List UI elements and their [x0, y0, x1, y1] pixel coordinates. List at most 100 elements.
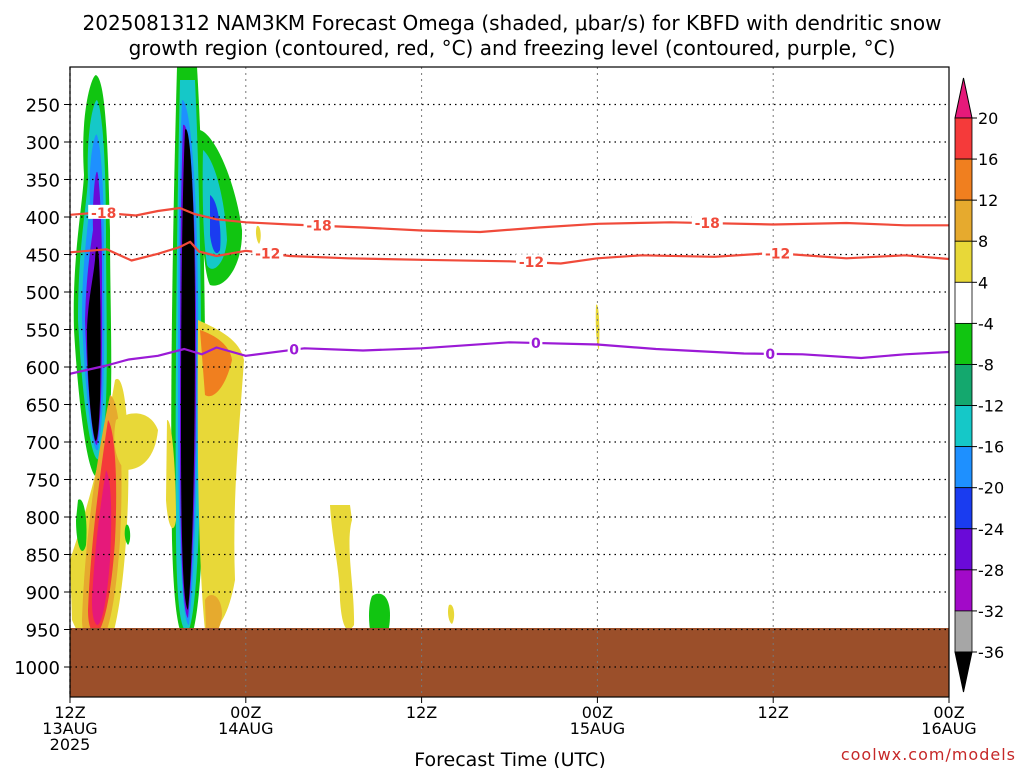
ground-surface	[70, 628, 949, 697]
y-tick-label: 1000	[14, 658, 60, 679]
omega-pos-yellow-small	[255, 225, 261, 244]
y-tick-label: 600	[26, 358, 60, 379]
contour-label: 0	[765, 347, 775, 363]
omega-pos-yellow-dot	[448, 604, 455, 624]
omega-pos-yellow-col1	[166, 419, 176, 529]
y-tick-label: 250	[26, 96, 60, 117]
x-tick-label1: 12Z	[54, 703, 85, 722]
pressure-axis: 250 300 350 400 450 500 550 600 650 700 750 800 850 9…	[14, 96, 70, 679]
omega-pos-pink-left	[92, 470, 112, 625]
omega-neg-green-dot	[124, 524, 131, 545]
colorbar-swatch	[954, 158, 973, 201]
colorbar-label: -28	[978, 561, 1004, 580]
colorbar-label: -4	[978, 314, 994, 333]
contour-label-bg	[287, 341, 301, 356]
y-tick-label: 950	[26, 621, 60, 642]
x-axis-label: Forecast Time (UTC)	[414, 749, 605, 768]
colorbar-top-arrow	[954, 77, 973, 119]
contour-line-0	[70, 206, 949, 234]
colorbar-bottom-arrow	[954, 651, 973, 693]
colorbar-swatch	[954, 281, 973, 324]
contour-label: -18	[695, 216, 720, 232]
contour-label-bg	[88, 204, 120, 219]
colorbar-swatch	[954, 364, 973, 406]
chart-title-line2: growth region (contoured, red, °C) and f…	[129, 36, 896, 60]
omega-pos-yellow-right2	[205, 595, 222, 635]
y-tick-label: 450	[26, 246, 60, 267]
colorbar-label: -24	[978, 520, 1004, 539]
x-tick-label1: 12Z	[406, 703, 437, 722]
colorbar-swatch	[954, 240, 973, 283]
contour-label: 0	[289, 343, 299, 359]
omega-blob-core	[87, 246, 101, 441]
colorbar-label: -20	[978, 479, 1004, 498]
y-tick-label: 650	[26, 396, 60, 417]
colorbar-swatch	[954, 117, 973, 160]
y-tick-label: 300	[26, 133, 60, 154]
omega-blob2-core	[181, 129, 195, 610]
colorbar-label: -36	[978, 643, 1004, 662]
contour-label: -12	[255, 246, 280, 262]
x-tick-label1: 00Z	[933, 703, 964, 722]
colorbar-swatch	[954, 487, 973, 530]
plot-frame	[69, 66, 950, 698]
contour-label: -12	[765, 246, 790, 262]
contour-label: -12	[519, 255, 544, 271]
chart-title-line1: 2025081312 NAM3KM Forecast Omega (shaded…	[83, 11, 942, 35]
colorbar-label: -8	[978, 355, 994, 374]
colorbar-swatch	[954, 569, 973, 612]
y-tick-label: 550	[26, 321, 60, 342]
y-tick-label: 500	[26, 283, 60, 304]
contour-label-bg	[515, 254, 547, 269]
omega-pos-yellow-thin	[595, 304, 600, 350]
x-tick-label1: 12Z	[758, 703, 789, 722]
colorbar-swatch	[954, 322, 973, 365]
contour-label: 0	[531, 336, 541, 352]
contour-label-bg	[303, 217, 335, 232]
omega-pos-orange-right	[200, 330, 232, 397]
omega-pos-yellow-right	[197, 320, 244, 631]
contour-lines: -18 -18 -18 -12 -12 -12 0 0 0	[70, 204, 949, 375]
y-tick-label: 400	[26, 208, 60, 229]
colorbar-label: -12	[978, 397, 1004, 416]
colorbar-swatch	[954, 199, 973, 242]
colorbar-label: 20	[978, 109, 998, 128]
colorbar-swatch	[954, 446, 973, 489]
colorbar: 20 16 12 8 4 -4 -8 -12 -16 -20 -24 -28 -32 -36	[954, 77, 1004, 693]
colorbar-label: -32	[978, 602, 1004, 621]
y-tick-label: 900	[26, 583, 60, 604]
watermark: coolwx.com/models	[841, 745, 1016, 764]
colorbar-swatch	[954, 528, 973, 571]
y-tick-label: 850	[26, 546, 60, 567]
colorbar-label: 12	[978, 191, 998, 210]
y-tick-label: 800	[26, 508, 60, 529]
colorbar-label: 4	[978, 273, 988, 292]
x-tick-label2: 15AUG	[570, 719, 625, 738]
contour-line-2	[70, 341, 949, 375]
omega-blob2-right-blue	[210, 195, 221, 254]
colorbar-label: -16	[978, 438, 1004, 457]
contour-label-bg	[763, 345, 777, 360]
x-tick-label1: 00Z	[230, 703, 261, 722]
grid-lines	[69, 67, 949, 697]
colorbar-swatch	[954, 405, 973, 448]
contour-label: -18	[306, 219, 331, 235]
x-tick-label2: 14AUG	[218, 719, 273, 738]
contour-line-1	[70, 240, 949, 265]
y-tick-label: 700	[26, 433, 60, 454]
contour-label: -18	[91, 206, 116, 222]
x-tick-label1: 00Z	[582, 703, 613, 722]
contour-label-bg	[252, 245, 284, 260]
contour-label-bg	[529, 334, 543, 349]
y-tick-label: 350	[26, 171, 60, 192]
x-tick-label2: 13AUG	[42, 719, 97, 738]
contour-label-bg	[762, 245, 794, 260]
x-tick-label2: 16AUG	[921, 719, 976, 738]
colorbar-label: 8	[978, 232, 988, 251]
contour-label-bg	[691, 215, 723, 230]
colorbar-swatch	[954, 610, 973, 653]
x-tick-label3: 2025	[50, 735, 91, 754]
omega-pos-yellow-mid	[330, 505, 355, 630]
